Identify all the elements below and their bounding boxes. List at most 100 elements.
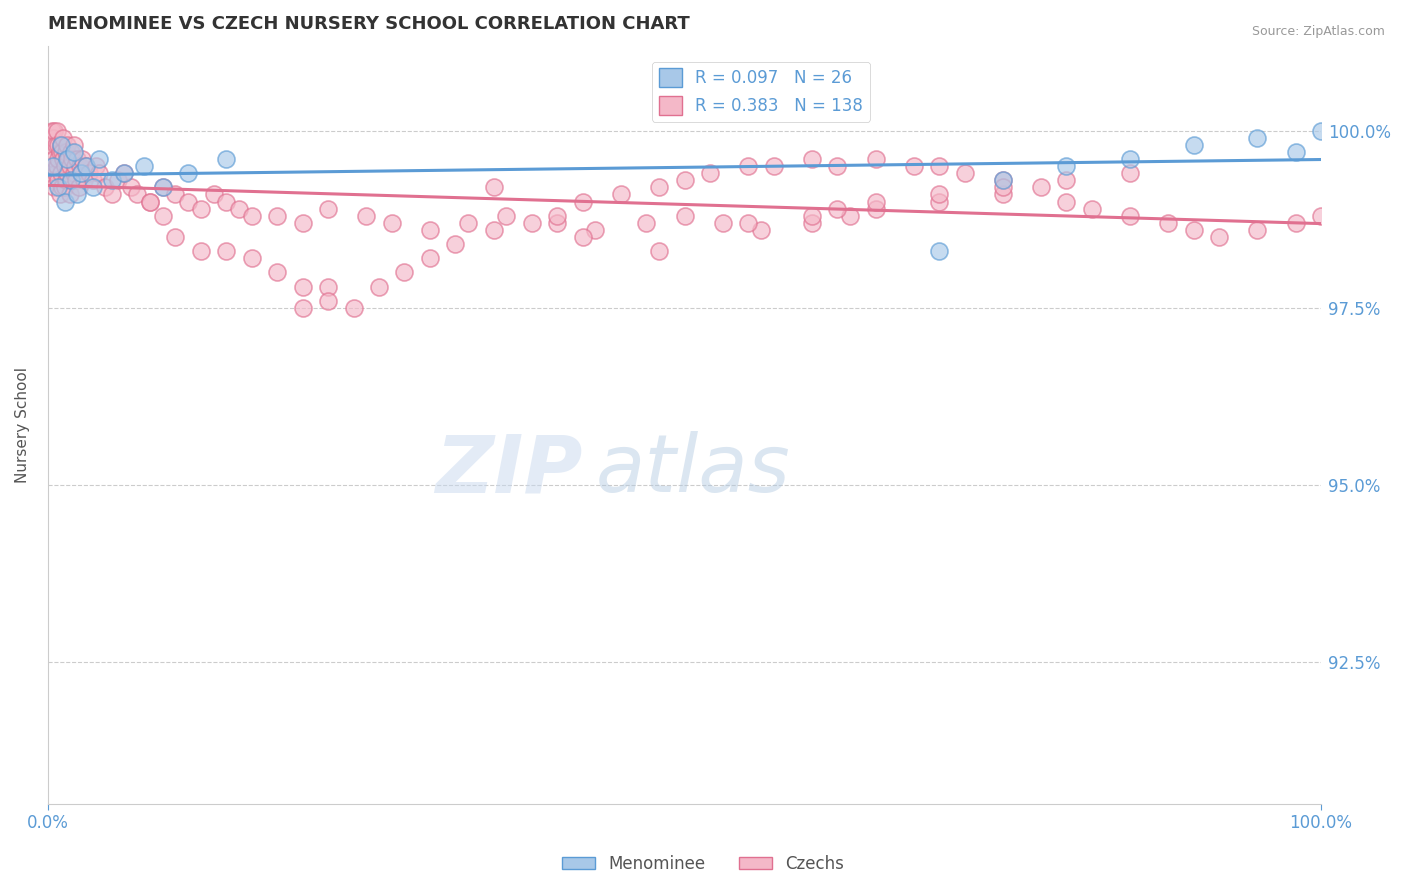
Point bbox=[356, 209, 378, 223]
Point bbox=[928, 187, 950, 202]
Point bbox=[49, 137, 72, 152]
Point bbox=[56, 137, 79, 152]
Point bbox=[800, 152, 823, 166]
Point bbox=[62, 166, 84, 180]
Point bbox=[139, 194, 162, 209]
Point bbox=[177, 194, 200, 209]
Point bbox=[1119, 166, 1142, 180]
Point bbox=[827, 159, 849, 173]
Point bbox=[46, 152, 69, 166]
Point bbox=[42, 130, 65, 145]
Point bbox=[737, 216, 759, 230]
Point bbox=[127, 187, 149, 202]
Point bbox=[394, 265, 416, 279]
Point bbox=[636, 216, 658, 230]
Point bbox=[800, 216, 823, 230]
Point bbox=[316, 293, 339, 308]
Point bbox=[571, 230, 593, 244]
Point bbox=[520, 216, 543, 230]
Point bbox=[991, 187, 1014, 202]
Point bbox=[827, 202, 849, 216]
Point bbox=[75, 159, 97, 173]
Point bbox=[59, 145, 82, 159]
Point bbox=[45, 166, 67, 180]
Point bbox=[52, 152, 75, 166]
Point bbox=[41, 124, 63, 138]
Point bbox=[72, 152, 94, 166]
Point bbox=[45, 137, 67, 152]
Point bbox=[41, 159, 63, 173]
Point bbox=[139, 194, 162, 209]
Point bbox=[107, 173, 129, 187]
Point bbox=[132, 159, 155, 173]
Point bbox=[51, 145, 73, 159]
Point bbox=[60, 152, 83, 166]
Point bbox=[240, 209, 263, 223]
Point bbox=[59, 187, 82, 202]
Point bbox=[87, 166, 110, 180]
Point bbox=[699, 166, 721, 180]
Point bbox=[53, 159, 76, 173]
Point bbox=[1284, 216, 1306, 230]
Point bbox=[673, 209, 696, 223]
Point bbox=[44, 124, 66, 138]
Point bbox=[114, 166, 136, 180]
Point bbox=[46, 124, 69, 138]
Point bbox=[65, 173, 87, 187]
Point bbox=[215, 152, 238, 166]
Point bbox=[53, 194, 76, 209]
Point bbox=[1246, 223, 1268, 237]
Point bbox=[100, 173, 122, 187]
Point bbox=[59, 159, 82, 173]
Point bbox=[444, 237, 467, 252]
Point bbox=[70, 166, 93, 180]
Point bbox=[865, 194, 887, 209]
Point bbox=[42, 159, 65, 173]
Point bbox=[1056, 173, 1078, 187]
Point bbox=[94, 180, 117, 194]
Point bbox=[1056, 194, 1078, 209]
Point bbox=[100, 187, 122, 202]
Point bbox=[266, 265, 288, 279]
Point bbox=[1056, 159, 1078, 173]
Point bbox=[1157, 216, 1180, 230]
Point bbox=[48, 187, 70, 202]
Point bbox=[177, 166, 200, 180]
Point bbox=[482, 223, 505, 237]
Point bbox=[55, 173, 77, 187]
Point bbox=[39, 137, 62, 152]
Point bbox=[152, 180, 174, 194]
Point bbox=[202, 187, 225, 202]
Point bbox=[1081, 202, 1104, 216]
Point bbox=[482, 180, 505, 194]
Point bbox=[928, 159, 950, 173]
Point bbox=[82, 173, 104, 187]
Point bbox=[215, 244, 238, 259]
Point bbox=[865, 202, 887, 216]
Point bbox=[58, 152, 80, 166]
Point bbox=[585, 223, 607, 237]
Point bbox=[991, 173, 1014, 187]
Point bbox=[114, 166, 136, 180]
Point bbox=[457, 216, 479, 230]
Point bbox=[82, 180, 104, 194]
Point bbox=[49, 166, 72, 180]
Point bbox=[291, 301, 314, 315]
Point bbox=[648, 180, 671, 194]
Point bbox=[165, 230, 187, 244]
Legend: Menominee, Czechs: Menominee, Czechs bbox=[555, 848, 851, 880]
Point bbox=[711, 216, 734, 230]
Point bbox=[1119, 209, 1142, 223]
Text: atlas: atlas bbox=[596, 432, 790, 509]
Point bbox=[762, 159, 785, 173]
Point bbox=[46, 159, 69, 173]
Point bbox=[69, 159, 91, 173]
Point bbox=[44, 152, 66, 166]
Point bbox=[46, 180, 69, 194]
Point bbox=[52, 130, 75, 145]
Point bbox=[152, 209, 174, 223]
Point bbox=[316, 202, 339, 216]
Text: ZIP: ZIP bbox=[436, 432, 582, 509]
Point bbox=[291, 216, 314, 230]
Point bbox=[737, 159, 759, 173]
